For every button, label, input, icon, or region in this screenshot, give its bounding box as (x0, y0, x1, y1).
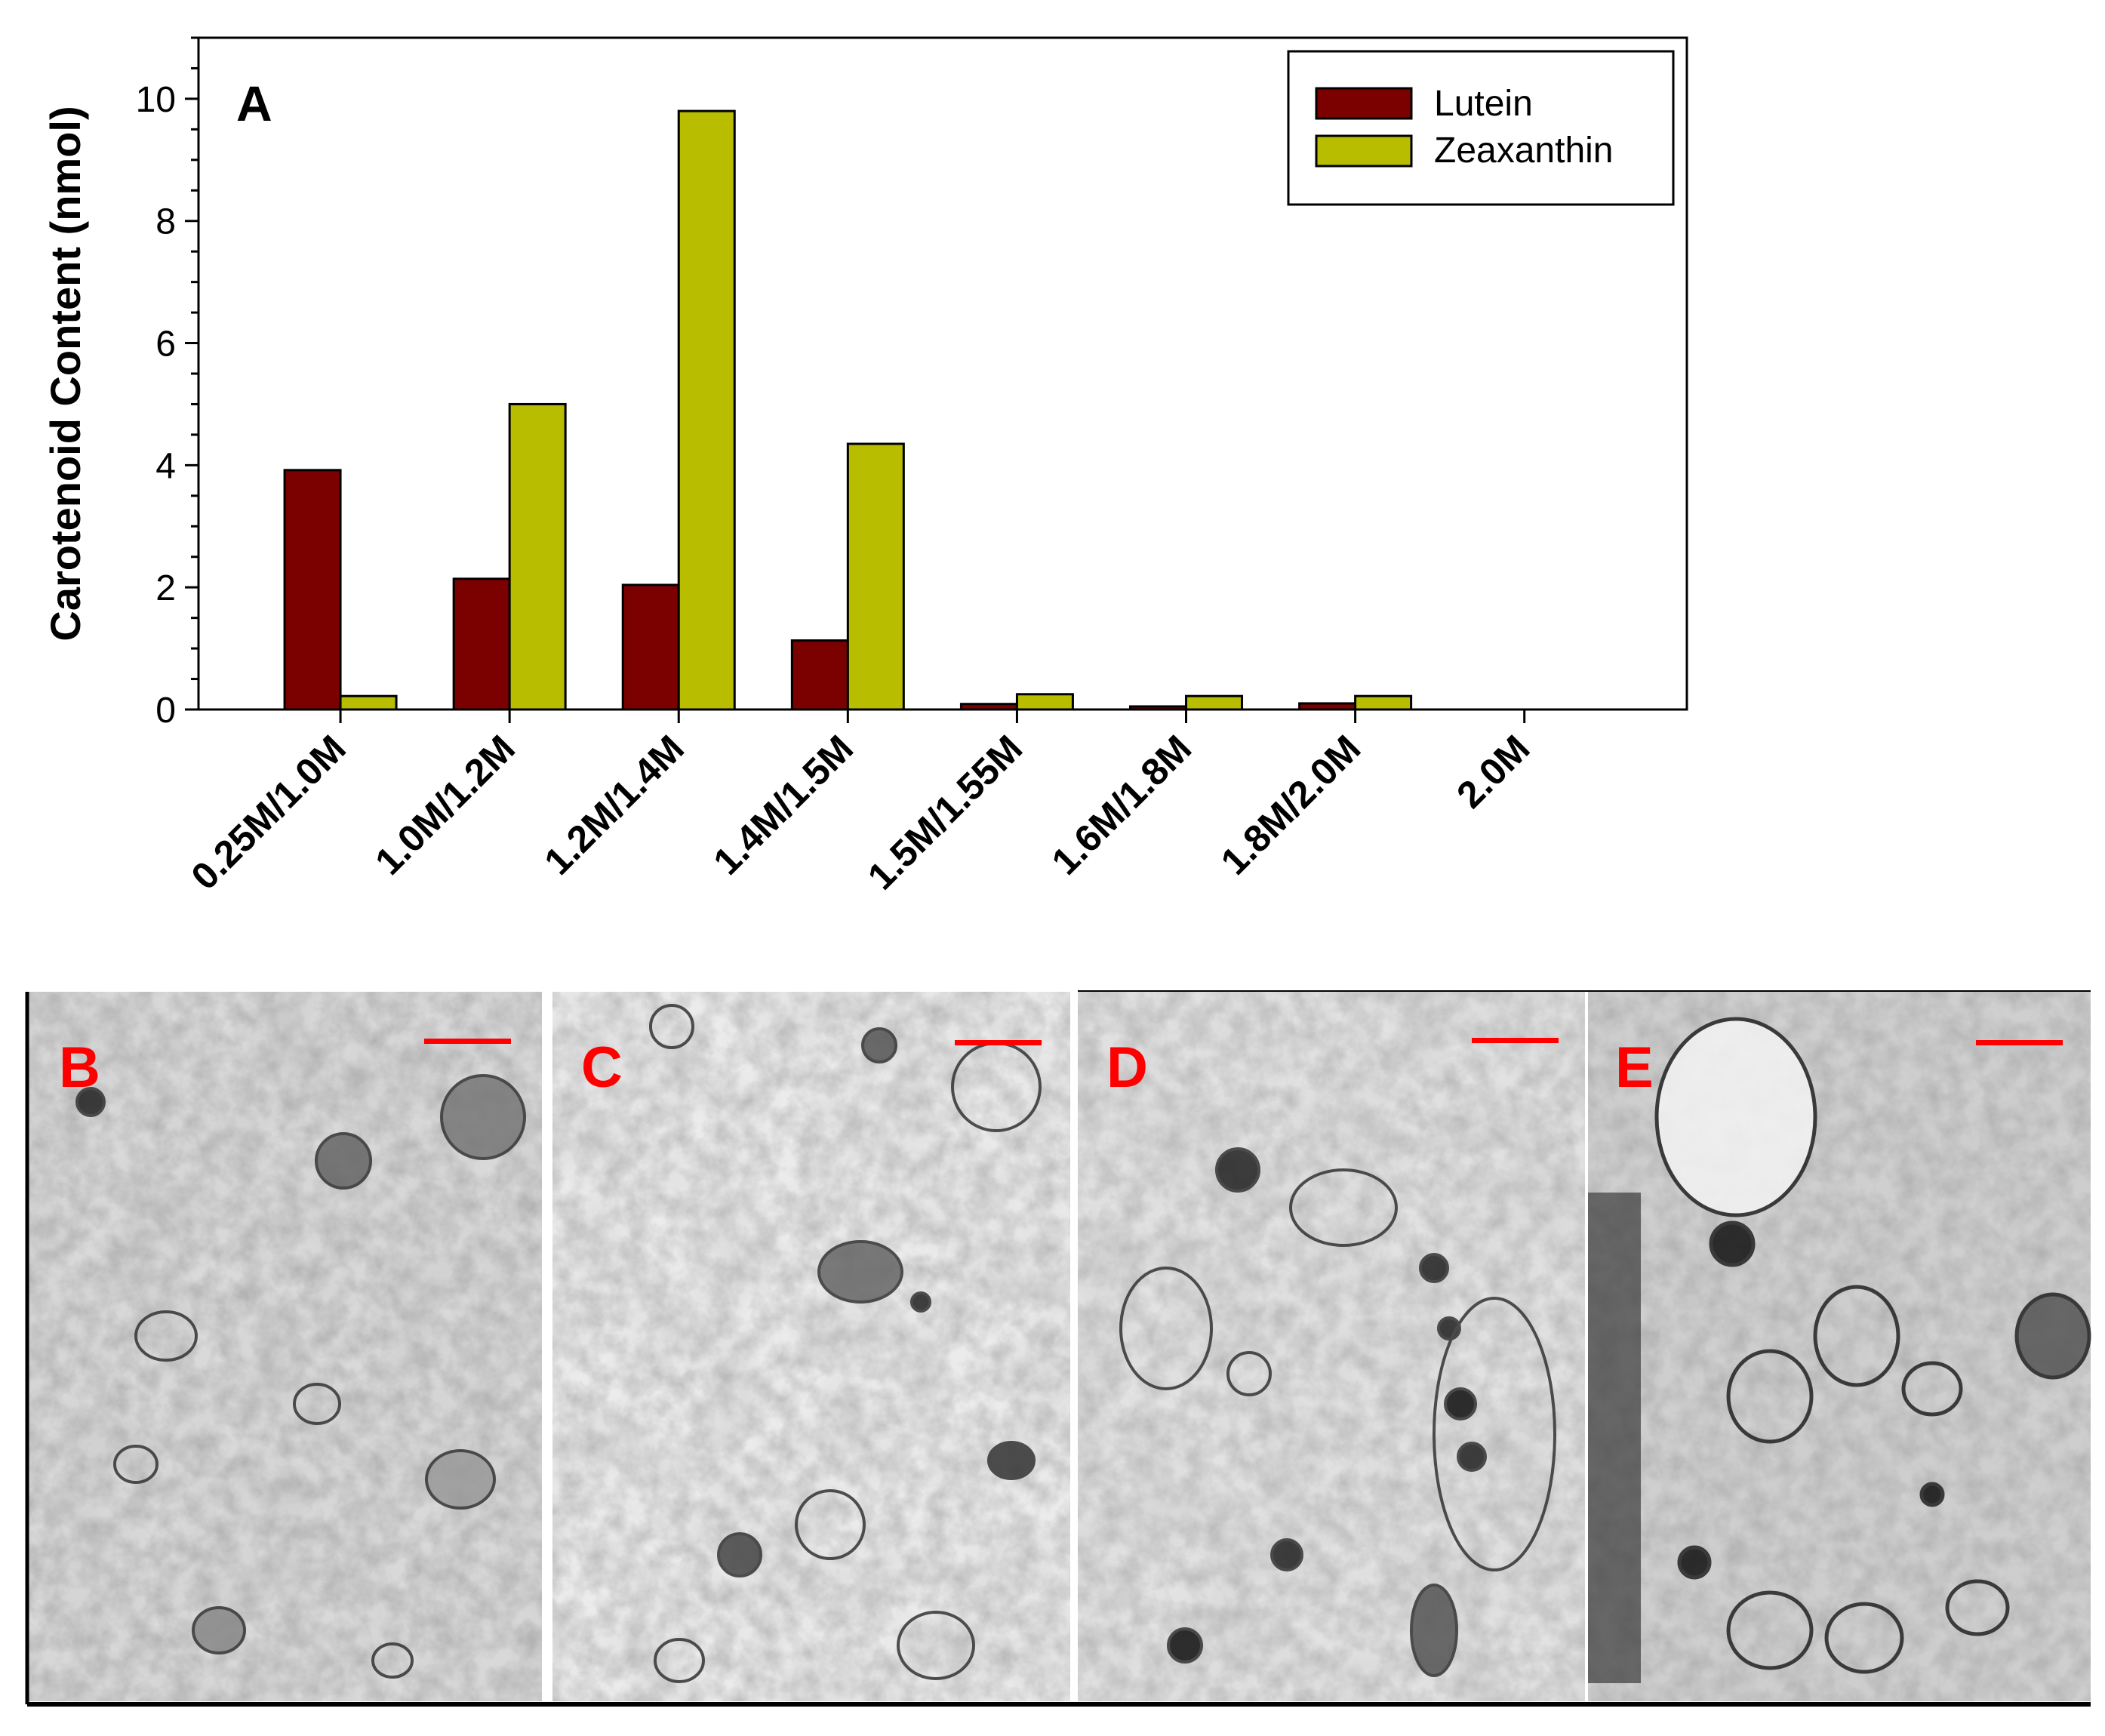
y-tick-label: 6 (155, 325, 176, 365)
y-axis-title: Carotenoid Content (nmol) (42, 106, 89, 641)
bar-lutein-2 (621, 583, 680, 711)
legend-label-zeaxanthin: Zeaxanthin (1434, 131, 1614, 171)
x-tick-label: 1.6M/1.8M (1044, 727, 1200, 883)
x-tick-label: 0.25M/1.0M (183, 727, 354, 897)
bar-zeaxanthin-1 (508, 402, 567, 711)
y-tick-label: 0 (155, 691, 176, 731)
legend: Lutein Zeaxanthin (1287, 50, 1675, 206)
panel-label-b: B (59, 1036, 100, 1100)
micrograph-panel-e: E (1588, 992, 2091, 1701)
panel-label: A (236, 75, 272, 131)
panel-label-d: D (1106, 1036, 1148, 1100)
scale-bar-d (1472, 1038, 1559, 1043)
bar-lutein-6 (1298, 702, 1357, 711)
bar-lutein-1 (452, 577, 511, 711)
bar-lutein-5 (1129, 705, 1188, 711)
micrograph-panel-c: C (552, 992, 1070, 1701)
scale-bar-e (1976, 1040, 2063, 1045)
micrograph-panel-b: B (29, 992, 542, 1701)
y-tick-label: 8 (155, 202, 176, 242)
y-tick-label: 4 (155, 446, 176, 486)
bar-lutein-4 (959, 703, 1018, 711)
y-axis: 0 2 4 6 8 10 (136, 36, 198, 731)
bar-zeaxanthin-0 (339, 694, 398, 711)
y-tick-label: 10 (136, 80, 176, 120)
y-tick-label: 2 (155, 568, 176, 608)
legend-swatch-lutein (1315, 87, 1413, 120)
legend-label-lutein: Lutein (1434, 84, 1533, 124)
x-tick-label: 1.0M/1.2M (367, 727, 523, 883)
bar-lutein-0 (283, 469, 342, 711)
scale-bar-c (955, 1040, 1042, 1045)
x-tick-label: 1.4M/1.5M (705, 727, 861, 883)
bar-zeaxanthin-5 (1185, 694, 1244, 711)
micrograph-panel-d: D (1078, 992, 1585, 1701)
x-tick-label: 1.2M/1.4M (536, 727, 692, 883)
x-tick-label: 1.5M/1.55M (860, 727, 1030, 897)
panel-label-c: C (581, 1036, 623, 1100)
micrograph-strip: B C (25, 990, 2091, 1707)
x-tick-label: 1.8M/2.0M (1213, 727, 1369, 883)
bar-zeaxanthin-6 (1354, 694, 1413, 711)
panel-label-e: E (1615, 1036, 1654, 1100)
x-tick-label: 2.0M (1448, 727, 1537, 816)
x-axis: 0.25M/1.0M 1.0M/1.2M 1.2M/1.4M 1.4M/1.5M1.5… (183, 709, 1537, 897)
bar-chart: 0 2 4 6 8 10 0.25M/1.0M 1.0M/1.2M 1.2M/1.4M 1.4M… (42, 36, 1688, 897)
bar-zeaxanthin-4 (1015, 693, 1074, 711)
bar-series (283, 109, 1413, 711)
legend-box (1287, 50, 1675, 206)
legend-swatch-zeaxanthin (1315, 134, 1413, 168)
scale-bar-b (424, 1039, 511, 1044)
bar-lutein-3 (790, 639, 849, 711)
bar-zeaxanthin-2 (677, 109, 736, 711)
bar-zeaxanthin-3 (846, 442, 905, 711)
